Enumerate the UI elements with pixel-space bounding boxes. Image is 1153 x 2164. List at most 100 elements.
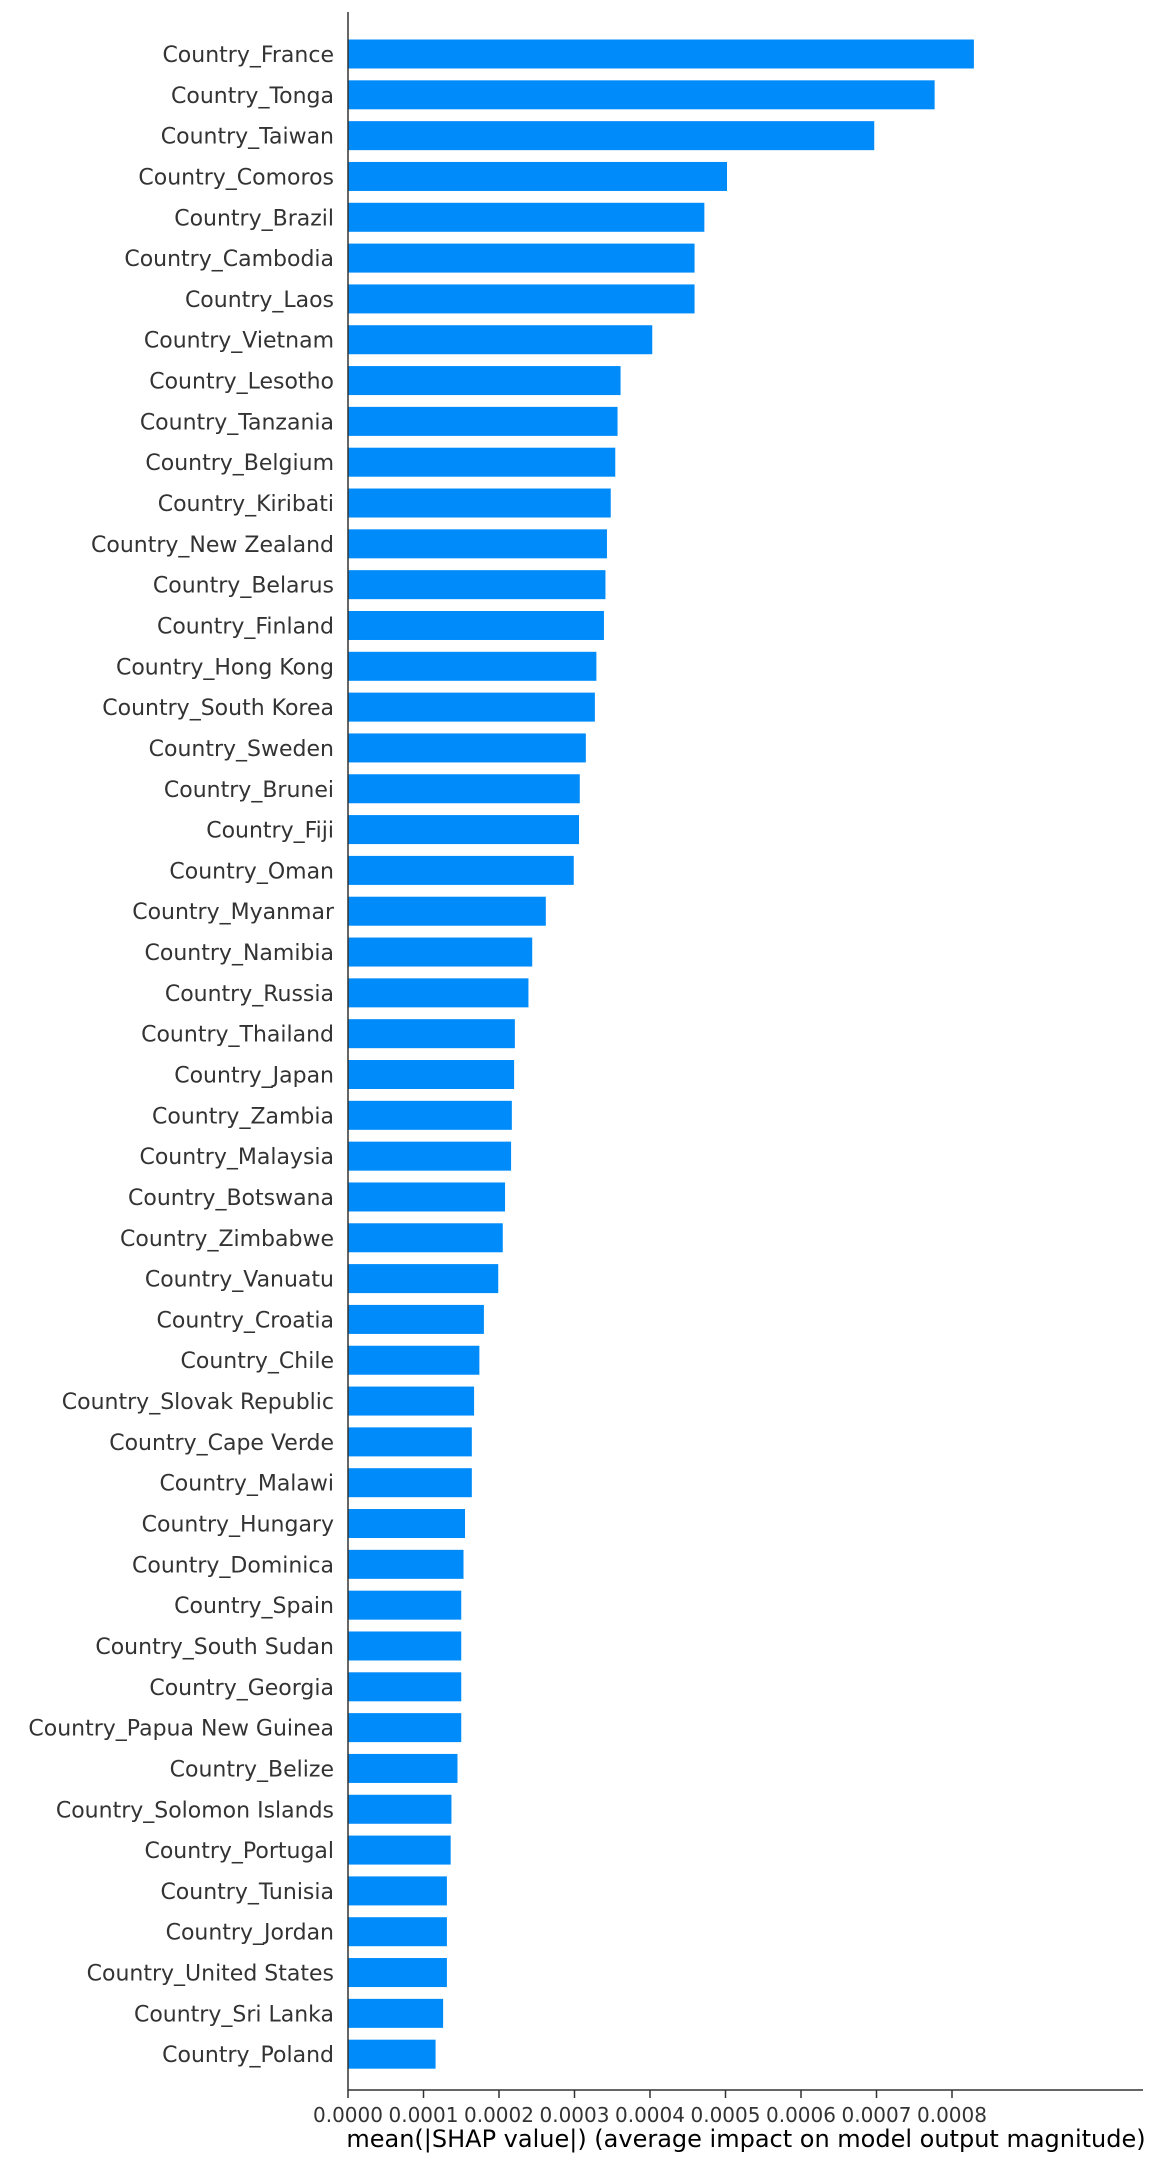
bar-33 [348,1386,475,1416]
bar-35 [348,1468,472,1498]
category-label-39: Country_South Sudan [95,1635,334,1660]
category-label-40: Country_Georgia [149,1676,334,1701]
category-label-12: Country_New Zealand [91,533,334,558]
category-label-36: Country_Hungary [142,1513,334,1538]
category-label-15: Country_Hong Kong [116,655,334,680]
category-label-23: Country_Russia [165,982,334,1007]
category-label-5: Country_Cambodia [124,247,334,272]
bars-group [348,39,974,2069]
x-tick-label-6: 0.0006 [766,2103,836,2127]
category-label-27: Country_Malaysia [139,1145,334,1170]
category-label-9: Country_Tanzania [140,410,334,435]
bar-41 [348,1713,462,1743]
x-tick-label-2: 0.0002 [464,2103,534,2127]
category-label-42: Country_Belize [170,1757,334,1782]
category-label-4: Country_Brazil [174,206,334,231]
category-label-6: Country_Laos [185,288,334,313]
x-ticks-group: 0.0000 0.0001 0.0002 0.0003 0.0004 0.0005 0.00… [313,2090,987,2127]
bar-32 [348,1345,480,1375]
x-tick-label-5: 0.0005 [691,2103,761,2127]
category-label-32: Country_Chile [181,1349,334,1374]
category-label-37: Country_Dominica [132,1553,334,1578]
bar-2 [348,121,875,151]
category-label-8: Country_Lesotho [149,370,334,395]
category-label-30: Country_Vanuatu [145,1268,334,1293]
category-label-41: Country_Papua New Guinea [28,1717,334,1742]
category-label-38: Country_Spain [174,1594,334,1619]
bar-44 [348,1835,451,1865]
bar-40 [348,1672,462,1702]
category-label-17: Country_Sweden [149,737,334,762]
category-label-10: Country_Belgium [145,451,334,476]
bar-5 [348,243,695,273]
x-tick-label-0: 0.0000 [313,2103,383,2127]
category-labels-group: Country_France Country_Tonga Country_Taiwa… [28,43,335,2068]
bar-0 [348,39,974,69]
category-label-47: Country_United States [87,1962,334,1987]
bar-29 [348,1223,503,1253]
category-label-48: Country_Sri Lanka [134,2002,334,2027]
bar-39 [348,1631,462,1661]
category-label-20: Country_Oman [169,859,334,884]
bar-6 [348,284,695,314]
bar-20 [348,855,574,885]
bar-13 [348,570,606,600]
x-tick-label-1: 0.0001 [389,2103,459,2127]
category-label-0: Country_France [162,43,334,68]
category-label-14: Country_Finland [157,614,334,639]
bar-34 [348,1427,472,1457]
bar-49 [348,2039,436,2069]
bar-31 [348,1304,484,1334]
bar-3 [348,161,728,191]
bar-4 [348,202,705,232]
bar-23 [348,978,529,1008]
x-tick-label-3: 0.0003 [540,2103,610,2127]
category-label-43: Country_Solomon Islands [56,1798,334,1823]
bar-14 [348,610,604,640]
bar-15 [348,651,597,681]
bar-12 [348,529,607,559]
bar-25 [348,1060,515,1089]
bar-7 [348,325,653,355]
category-label-2: Country_Taiwan [161,125,334,150]
bar-10 [348,447,616,477]
category-label-44: Country_Portugal [144,1839,334,1864]
x-tick-label-8: 0.0008 [917,2103,987,2127]
category-label-1: Country_Tonga [171,84,334,109]
category-label-33: Country_Slovak Republic [62,1390,334,1415]
category-label-29: Country_Zimbabwe [120,1227,334,1252]
bar-9 [348,406,618,436]
bar-28 [348,1182,506,1212]
category-label-34: Country_Cape Verde [109,1431,334,1456]
category-label-35: Country_Malawi [159,1472,334,1497]
x-axis-title: mean(|SHAP value|) (average impact on mo… [346,2125,1145,2153]
category-label-18: Country_Brunei [164,778,334,803]
category-label-25: Country_Japan [174,1064,334,1089]
category-label-28: Country_Botswana [128,1186,334,1211]
bar-27 [348,1141,512,1171]
bar-42 [348,1753,458,1783]
bar-30 [348,1264,499,1294]
bar-24 [348,1019,515,1049]
category-label-49: Country_Poland [162,2043,334,2068]
bar-21 [348,896,546,926]
category-label-31: Country_Croatia [157,1308,334,1333]
bar-45 [348,1876,447,1906]
x-tick-label-7: 0.0007 [842,2103,912,2127]
bar-18 [348,774,580,804]
bar-48 [348,1998,444,2028]
bar-36 [348,1509,466,1539]
category-label-24: Country_Thailand [141,1023,334,1048]
category-label-16: Country_South Korea [102,696,334,721]
bar-19 [348,815,580,845]
bar-37 [348,1549,464,1579]
bar-22 [348,937,533,967]
bar-16 [348,692,595,722]
category-label-46: Country_Jordan [166,1921,334,1946]
category-label-21: Country_Myanmar [132,900,335,925]
bar-38 [348,1590,462,1620]
bar-17 [348,733,586,763]
bar-43 [348,1794,452,1824]
bar-1 [348,80,935,110]
bar-11 [348,488,611,518]
